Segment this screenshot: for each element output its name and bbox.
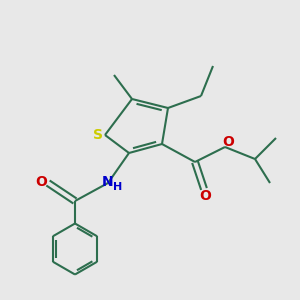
Text: N: N: [102, 175, 114, 188]
Text: O: O: [35, 175, 47, 188]
Text: O: O: [200, 189, 211, 202]
Text: O: O: [222, 135, 234, 148]
Text: S: S: [92, 128, 103, 142]
Text: H: H: [113, 182, 122, 193]
